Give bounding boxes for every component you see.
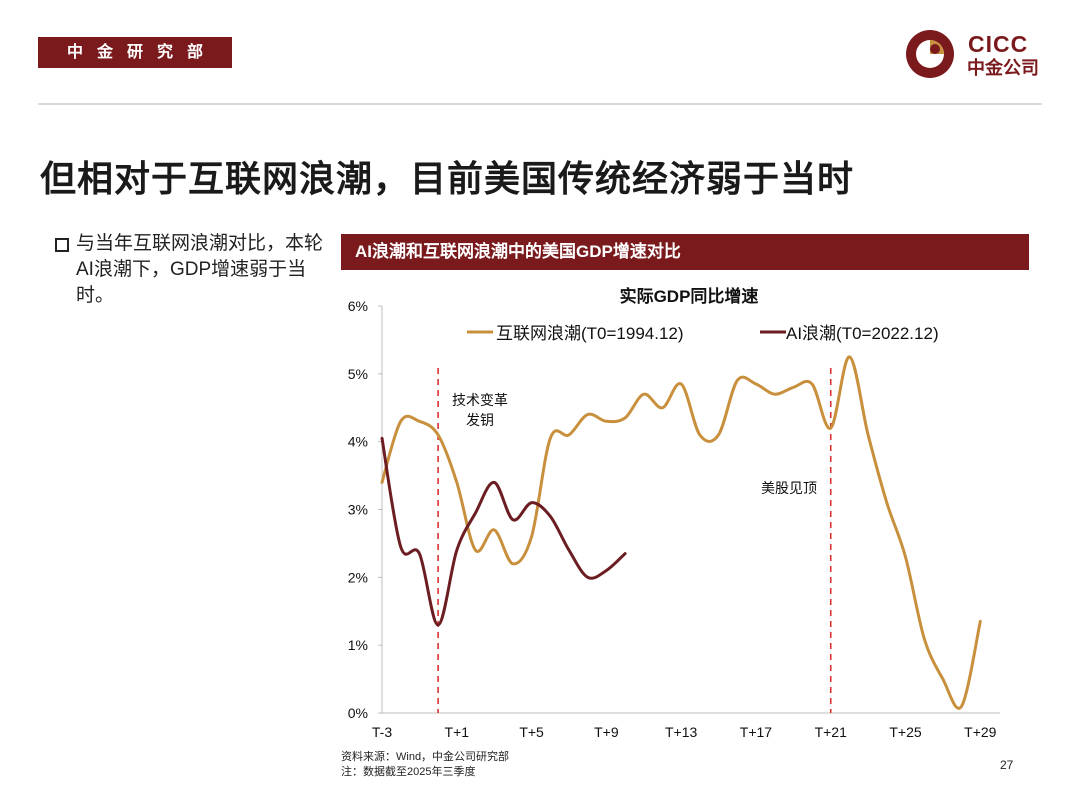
logo-text-en: CICC (968, 31, 1029, 57)
y-tick-label: 5% (348, 366, 368, 382)
logo-text-cn: 中金公司 (967, 58, 1039, 78)
x-tick-label: T+29 (964, 724, 997, 740)
cicc-logo-icon (906, 30, 954, 78)
bullet-text: 与当年互联网浪潮对比，本轮AI浪潮下，GDP增速弱于当时。 (76, 233, 324, 306)
page-title: 但相对于互联网浪潮，目前美国传统经济弱于当时 (40, 158, 855, 199)
department-tag: 中金研究部 (38, 37, 232, 68)
chart-title: 实际GDP同比增速 (620, 286, 759, 306)
x-tick-label: T+5 (519, 724, 544, 740)
annotation-market-peak: 美股见顶 (761, 480, 817, 496)
source-line: 资料来源：Wind，中金公司研究部 (341, 751, 510, 763)
x-tick-label: T+21 (815, 724, 848, 740)
series-line-ai (380, 436, 627, 627)
cicc-logo: CICC 中金公司 (904, 28, 1054, 80)
series-line-internet (380, 355, 982, 710)
x-tick-label: T+1 (445, 724, 470, 740)
x-tick-label: T+17 (740, 724, 773, 740)
x-tick-label: T-3 (372, 724, 392, 740)
note-line: 注：数据截至2025年三季度 (341, 766, 476, 778)
y-tick-label: 3% (348, 502, 368, 518)
bullet-square-icon (55, 238, 69, 252)
y-tick-label: 4% (348, 434, 368, 450)
x-tick-label: T+25 (889, 724, 922, 740)
y-tick-label: 6% (348, 298, 368, 314)
annotation-tech-change-line2: 发钥 (466, 412, 494, 428)
legend-label-ai: AI浪潮(T0=2022.12) (786, 324, 939, 343)
chart-legend: 互联网浪潮(T0=1994.12) AI浪潮(T0=2022.12) (467, 324, 939, 343)
y-tick-label: 1% (348, 637, 368, 653)
source-note: 资料来源：Wind，中金公司研究部 注：数据截至2025年三季度 (341, 750, 509, 780)
page-number: 27 (1000, 758, 1014, 772)
annotation-tech-change: 技术变革 (452, 392, 508, 408)
chart-banner: AI浪潮和互联网浪潮中的美国GDP增速对比 (341, 234, 1029, 270)
y-tick-label: 2% (348, 569, 368, 585)
legend-label-internet: 互联网浪潮(T0=1994.12) (496, 324, 684, 343)
x-tick-label: T+9 (594, 724, 619, 740)
header-divider (38, 103, 1042, 105)
y-tick-label: 0% (348, 705, 368, 721)
x-tick-label: T+13 (665, 724, 698, 740)
